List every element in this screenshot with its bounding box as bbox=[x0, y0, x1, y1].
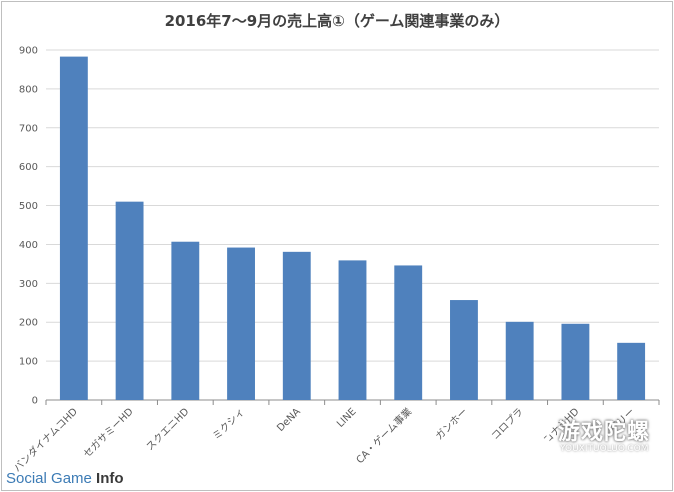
bar bbox=[115, 201, 144, 400]
logo-main-text: Social Game bbox=[6, 470, 92, 487]
x-tick-label: ガンホー bbox=[433, 406, 470, 443]
bar bbox=[282, 251, 311, 400]
bar bbox=[617, 342, 646, 400]
bar bbox=[561, 323, 590, 400]
watermark-url-text: YOUXITUOLUO.COM bbox=[560, 444, 649, 454]
x-tick-label: スクエニHD bbox=[144, 405, 192, 453]
bar bbox=[505, 321, 534, 400]
y-tick-label: 300 bbox=[19, 279, 38, 290]
x-tick-label: DeNA bbox=[275, 406, 303, 434]
bar bbox=[227, 247, 255, 400]
bar bbox=[59, 56, 88, 400]
x-tick-label: LINE bbox=[335, 406, 359, 430]
y-tick-label: 200 bbox=[19, 318, 38, 329]
social-game-info-logo: Social Game Info bbox=[6, 470, 124, 487]
y-tick-label: 100 bbox=[19, 357, 38, 368]
chart-title: 2016年7〜9月の売上高①（ゲーム関連事業のみ） bbox=[164, 12, 510, 30]
y-tick-label: 600 bbox=[19, 162, 38, 173]
y-tick-label: 800 bbox=[19, 84, 38, 95]
x-tick-label: CA・ゲーム事業 bbox=[353, 405, 414, 466]
y-tick-label: 400 bbox=[19, 240, 38, 251]
bar bbox=[338, 260, 367, 400]
x-tick-label: ミクシィ bbox=[210, 406, 247, 443]
y-tick-label: 900 bbox=[19, 46, 38, 57]
y-tick-label: 500 bbox=[19, 201, 38, 212]
bar bbox=[394, 265, 423, 400]
x-tick-label: バンダイナムコHD bbox=[11, 405, 81, 475]
y-tick-label: 700 bbox=[19, 123, 38, 134]
bar bbox=[171, 241, 200, 400]
x-tick-label: セガサミーHD bbox=[81, 405, 136, 460]
watermark-chinese-text: 游戏陀螺 bbox=[558, 420, 651, 445]
gyroscope-icon bbox=[516, 416, 550, 456]
logo-bold-text: Info bbox=[96, 470, 124, 487]
bar bbox=[450, 300, 478, 400]
youxituoluo-watermark: 游戏陀螺 YOUXITUOLUO.COM bbox=[514, 412, 669, 472]
y-tick-label: 0 bbox=[32, 396, 38, 407]
